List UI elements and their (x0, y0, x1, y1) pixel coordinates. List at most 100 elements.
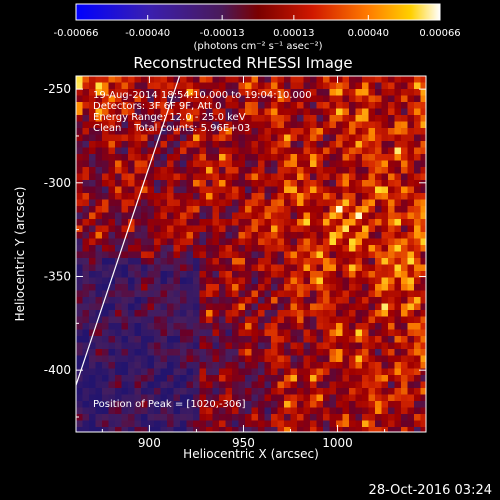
heatmap-cell (329, 251, 337, 259)
heatmap-cell (232, 342, 239, 350)
heatmap-cell (141, 180, 148, 187)
heatmap-cell (297, 414, 304, 421)
heatmap-cell (154, 264, 161, 272)
heatmap-cell (225, 102, 233, 109)
heatmap-cell (297, 108, 304, 116)
heatmap-cell (394, 394, 402, 402)
heatmap-cell (336, 199, 343, 207)
heatmap-cell (147, 121, 155, 129)
heatmap-cell (336, 141, 343, 148)
heatmap-cell (95, 89, 103, 96)
heatmap-cell (368, 102, 376, 109)
heatmap-cell (167, 414, 174, 421)
colorbar-ticks: -0.00066 -0.00040 -0.00013 0.00013 0.00040 0.… (54, 15, 461, 39)
heatmap-cell (401, 277, 408, 285)
heatmap-cell (251, 186, 259, 194)
heatmap-cell (173, 329, 181, 337)
heatmap-cell (420, 329, 426, 337)
heatmap-cell (219, 173, 226, 181)
heatmap-cell (199, 212, 207, 220)
heatmap-cell (310, 82, 317, 90)
heatmap-cell (141, 212, 148, 220)
heatmap-cell (388, 180, 395, 187)
heatmap-cell (108, 342, 116, 350)
heatmap-cell (180, 160, 187, 168)
heatmap-cell (89, 401, 96, 408)
heatmap-cell (264, 290, 272, 298)
heatmap-cell (115, 349, 122, 356)
heatmap-cell (336, 258, 343, 265)
heatmap-cell (76, 89, 83, 96)
heatmap-cell (284, 394, 291, 402)
heatmap-cell (173, 336, 181, 343)
heatmap-cell (154, 173, 161, 181)
heatmap-cell (355, 362, 363, 369)
heatmap-cell (336, 388, 343, 395)
heatmap-cell (323, 167, 330, 174)
heatmap-cell (362, 355, 369, 363)
heatmap-cell (414, 375, 421, 382)
heatmap-cell (271, 368, 278, 376)
heatmap-cell (316, 147, 324, 155)
heatmap-cell (368, 121, 376, 129)
heatmap-cell (323, 128, 330, 135)
heatmap-cell (206, 271, 213, 278)
heatmap-cell (225, 329, 233, 337)
heatmap-cell (102, 199, 109, 207)
heatmap-cell (414, 147, 421, 155)
heatmap-cell (167, 407, 174, 415)
heatmap-cell (336, 251, 343, 259)
heatmap-cell (219, 180, 226, 187)
heatmap-cell (414, 108, 421, 116)
heatmap-cell (245, 134, 252, 142)
heatmap-cell (303, 89, 311, 96)
heatmap-cell (212, 407, 220, 415)
heatmap-cell (199, 76, 207, 83)
heatmap-cell (323, 414, 330, 421)
heatmap-cell (394, 95, 402, 103)
heatmap-cell (141, 245, 148, 252)
heatmap-cell (258, 245, 265, 252)
heatmap-cell (173, 154, 181, 161)
heatmap-cell (316, 167, 324, 174)
heatmap-cell (206, 375, 213, 382)
heatmap-cell (82, 141, 90, 148)
heatmap-cell (134, 108, 142, 116)
heatmap-cell (316, 284, 324, 291)
heatmap-cell (284, 225, 291, 233)
heatmap-cell (245, 160, 252, 168)
heatmap-cell (316, 141, 324, 148)
heatmap-cell (95, 167, 103, 174)
heatmap-cell (420, 277, 426, 285)
heatmap-cell (186, 147, 194, 155)
heatmap-cell (414, 186, 421, 194)
heatmap-cell (115, 277, 122, 285)
heatmap-cell (407, 89, 415, 96)
heatmap-cell (362, 414, 369, 421)
heatmap-cell (414, 407, 421, 415)
heatmap-cell (219, 290, 226, 298)
heatmap-cell (284, 251, 291, 259)
heatmap-cell (128, 147, 135, 155)
heatmap-cell (206, 336, 213, 343)
heatmap-cell (245, 310, 252, 317)
heatmap-cell (310, 160, 317, 168)
heatmap-cell (342, 375, 350, 382)
heatmap-cell (277, 394, 285, 402)
heatmap-cell (342, 316, 350, 324)
heatmap-cell (199, 219, 207, 226)
heatmap-cell (141, 375, 148, 382)
heatmap-cell (245, 368, 252, 376)
heatmap-cell (310, 154, 317, 161)
heatmap-cell (316, 290, 324, 298)
heatmap-cell (173, 121, 181, 129)
heatmap-cell (134, 271, 142, 278)
heatmap-cell (336, 82, 343, 90)
heatmap-cell (290, 206, 298, 213)
heatmap-cell (238, 89, 246, 96)
heatmap-cell (95, 76, 103, 83)
heatmap-cell (290, 277, 298, 285)
heatmap-cell (394, 238, 402, 246)
heatmap-cell (167, 310, 174, 317)
heatmap-cell (160, 388, 168, 395)
